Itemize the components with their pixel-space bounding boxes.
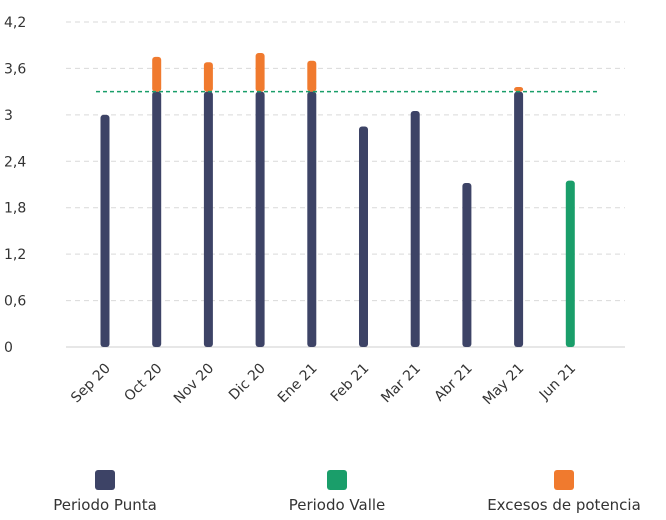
y-tick-label: 3,6: [4, 61, 26, 77]
y-tick-label: 3: [4, 108, 13, 124]
y-tick-label: 1,2: [4, 247, 26, 263]
legend-label-periodo-valle: Periodo Valle: [288, 496, 386, 514]
legend-label-excesos-de-potencia: Excesos de potencia: [487, 496, 641, 514]
y-tick-label: 0,6: [4, 294, 26, 310]
x-tick-label: Ene 21: [275, 361, 321, 407]
x-tick-label: Feb 21: [328, 361, 373, 406]
bar-periodo-punta-dic-20: [255, 91, 265, 348]
bar-excesos-de-potencia-nov-20: [203, 62, 213, 92]
bar-periodo-punta-mar-21: [410, 110, 420, 347]
y-axis-labels: 0 0,6 1,2 1,8 2,4 3 3,6 4,2: [4, 15, 26, 356]
legend: Periodo Punta Periodo Valle Excesos de p…: [0, 470, 666, 520]
x-tick-label: Sep 20: [68, 361, 114, 407]
bar-periodo-valle-jun-21: [565, 180, 575, 347]
bar-periodo-punta-nov-20: [203, 91, 213, 348]
y-tick-label: 4,2: [4, 15, 26, 31]
bar-periodo-punta-abr-21: [462, 182, 472, 347]
x-tick-label: Mar 21: [378, 361, 424, 407]
legend-swatch-periodo-punta: [95, 470, 115, 490]
bars: [100, 52, 575, 348]
legend-item-excesos-de-potencia[interactable]: Excesos de potencia: [466, 470, 662, 514]
x-tick-label: Jun 21: [536, 361, 579, 404]
x-tick-label: May 21: [480, 361, 528, 409]
legend-swatch-excesos-de-potencia: [554, 470, 574, 490]
legend-item-periodo-valle[interactable]: Periodo Valle: [262, 470, 412, 514]
bar-periodo-punta-sep-20: [100, 114, 110, 347]
y-tick-label: 1,8: [4, 201, 26, 217]
bar-excesos-de-potencia-oct-20: [152, 56, 162, 92]
bar-periodo-punta-feb-21: [359, 126, 368, 347]
bar-excesos-de-potencia-ene-21: [307, 60, 317, 92]
bar-excesos-de-potencia-may-21: [514, 87, 524, 92]
legend-label-periodo-punta: Periodo Punta: [53, 496, 157, 514]
x-axis-labels: Sep 20 Oct 20 Nov 20 Dic 20 Ene 21 Feb 21 Mar …: [68, 361, 579, 409]
bar-chart: 0 0,6 1,2 1,8 2,4 3 3,6 4,2 Sep 20 Oct 20 Nov 20 D…: [4, 15, 625, 409]
legend-swatch-periodo-valle: [327, 470, 347, 490]
legend-item-periodo-punta[interactable]: Periodo Punta: [30, 470, 180, 514]
x-tick-label: Dic 20: [226, 361, 269, 404]
bar-periodo-punta-oct-20: [152, 91, 162, 348]
x-tick-label: Abr 21: [432, 361, 476, 405]
x-tick-label: Oct 20: [121, 361, 165, 405]
x-tick-label: Nov 20: [171, 361, 217, 407]
y-tick-label: 2,4: [4, 154, 26, 170]
grid-lines: [66, 21, 625, 302]
bar-periodo-punta-may-21: [514, 91, 524, 348]
bar-excesos-de-potencia-dic-20: [255, 52, 265, 92]
bar-periodo-punta-ene-21: [307, 91, 317, 348]
y-tick-label: 0: [4, 340, 13, 356]
